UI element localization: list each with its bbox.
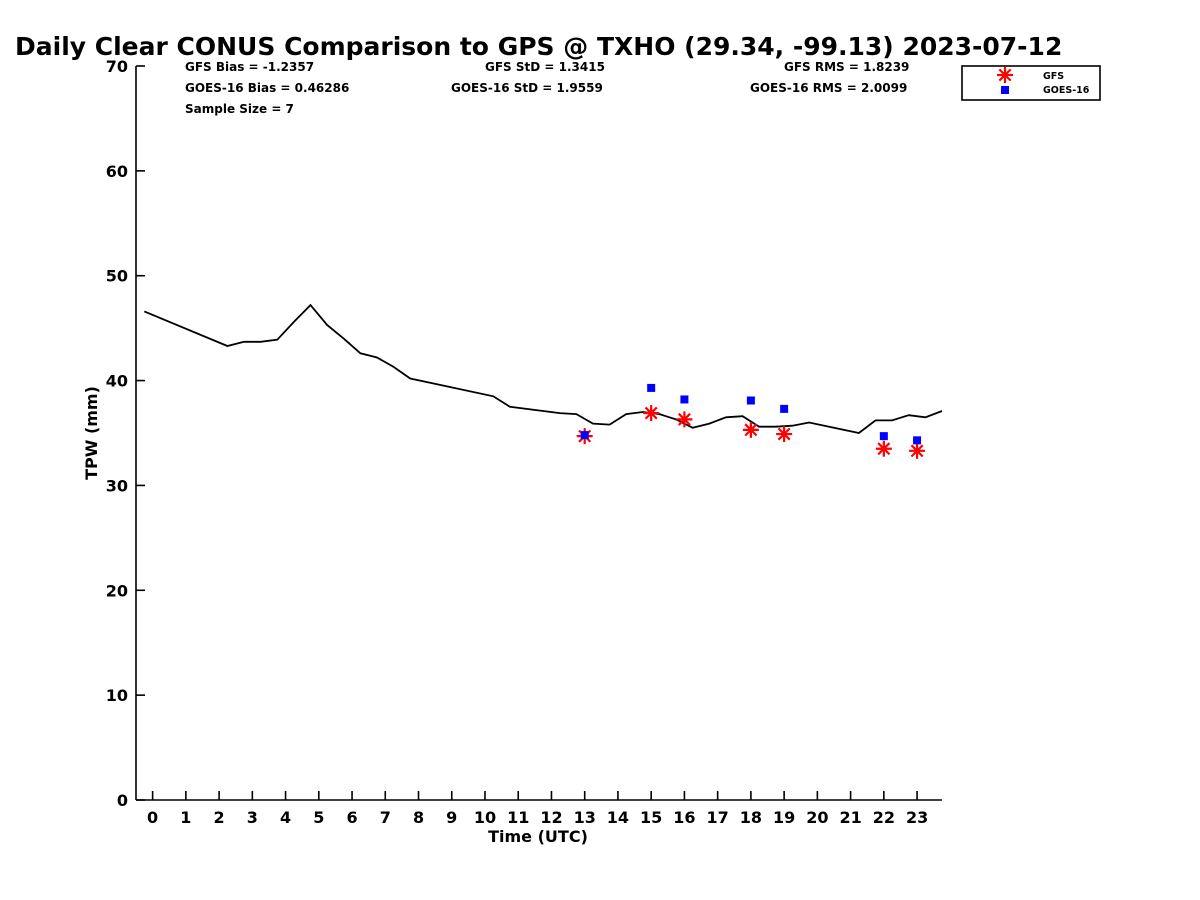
- legend-goes-label: GOES-16: [1043, 85, 1090, 96]
- goes16-point: [647, 383, 656, 392]
- x-tick-label: 15: [640, 808, 662, 827]
- y-axis-label: TPW (mm): [82, 386, 101, 480]
- x-tick-label: 23: [906, 808, 928, 827]
- x-tick-label: 14: [607, 808, 629, 827]
- gfs-point: [742, 421, 759, 438]
- y-tick-label: 40: [106, 372, 128, 391]
- goes16-point: [780, 404, 789, 413]
- x-tick-label: 11: [507, 808, 529, 827]
- legend-gfs-marker: [997, 67, 1013, 83]
- stat-goes-bias: GOES-16 Bias = 0.46286: [185, 81, 349, 95]
- gfs-point: [676, 411, 693, 428]
- plot-area: [143, 303, 943, 459]
- y-axis: 0 10 20 30 40 50 60 70: [106, 57, 145, 810]
- x-tick-label: 18: [740, 808, 762, 827]
- y-tick-label: 0: [117, 791, 128, 810]
- x-tick-label: 0: [147, 808, 158, 827]
- x-tick-label: 7: [380, 808, 391, 827]
- stat-gfs-bias: GFS Bias = -1.2357: [185, 60, 314, 74]
- x-tick-label: 3: [247, 808, 258, 827]
- gps-reference-line: [143, 303, 943, 434]
- stat-goes-rms: GOES-16 RMS = 2.0099: [750, 81, 907, 95]
- gfs-point: [875, 440, 892, 457]
- x-tick-label: 16: [673, 808, 695, 827]
- x-tick-label: 12: [540, 808, 562, 827]
- stat-sample-size: Sample Size = 7: [185, 102, 294, 116]
- stat-gfs-std: GFS StD = 1.3415: [485, 60, 605, 74]
- goes16-point: [680, 395, 689, 404]
- y-tick-label: 70: [106, 57, 128, 76]
- x-tick-label: 10: [474, 808, 496, 827]
- gfs-point: [643, 405, 660, 422]
- x-tick-label: 9: [446, 808, 457, 827]
- x-axis-label: Time (UTC): [488, 827, 588, 846]
- legend-box: [961, 65, 1101, 101]
- legend-gfs-asterisk: [997, 67, 1013, 83]
- x-tick-label: 4: [280, 808, 291, 827]
- x-tick-label: 19: [773, 808, 795, 827]
- stat-gfs-rms: GFS RMS = 1.8239: [784, 60, 909, 74]
- legend-goes-marker: [1001, 86, 1009, 94]
- goes16-point: [746, 396, 755, 405]
- x-tick-label: 21: [839, 808, 861, 827]
- y-tick-label: 60: [106, 162, 128, 181]
- x-axis: 0 1 2 3 4 5 6 7 8 9 10 11 12 13 14 15 16 17 18 19 20 21 22 23: [136, 791, 942, 827]
- x-tick-label: 22: [873, 808, 895, 827]
- y-tick-label: 30: [106, 476, 128, 495]
- gfs-point: [776, 426, 793, 443]
- y-tick-label: 50: [106, 267, 128, 286]
- goes16-point: [580, 431, 589, 440]
- legend: GFS GOES-16: [961, 65, 1101, 101]
- chart-title: Daily Clear CONUS Comparison to GPS @ TX…: [15, 32, 1062, 61]
- x-tick-label: 2: [214, 808, 225, 827]
- y-tick-label: 10: [106, 686, 128, 705]
- x-tick-label: 8: [413, 808, 424, 827]
- x-tick-label: 20: [806, 808, 828, 827]
- x-tick-label: 1: [180, 808, 191, 827]
- legend-gfs-label: GFS: [1043, 71, 1064, 82]
- gfs-point: [909, 442, 926, 459]
- goes16-point: [913, 436, 922, 445]
- stat-goes-std: GOES-16 StD = 1.9559: [451, 81, 603, 95]
- x-tick-label: 17: [707, 808, 729, 827]
- x-tick-label: 5: [313, 808, 324, 827]
- goes16-point: [879, 432, 888, 441]
- y-tick-label: 20: [106, 581, 128, 600]
- x-tick-label: 13: [574, 808, 596, 827]
- x-tick-label: 6: [346, 808, 357, 827]
- legend-goes-square: [1001, 86, 1009, 94]
